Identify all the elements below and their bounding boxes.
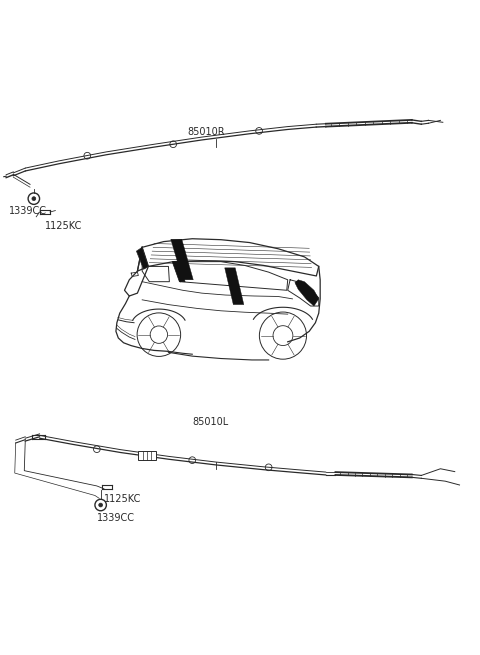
Polygon shape — [225, 268, 244, 305]
Polygon shape — [172, 261, 185, 282]
Circle shape — [99, 503, 103, 507]
Text: 85010R: 85010R — [188, 126, 225, 137]
Text: 1125KC: 1125KC — [104, 494, 142, 504]
Polygon shape — [136, 248, 148, 269]
Polygon shape — [295, 280, 319, 306]
Text: 1339CC: 1339CC — [9, 206, 47, 215]
Text: 1339CC: 1339CC — [97, 513, 135, 523]
Circle shape — [32, 196, 36, 200]
Polygon shape — [171, 239, 193, 280]
FancyBboxPatch shape — [138, 451, 156, 460]
Text: 1125KC: 1125KC — [45, 221, 83, 231]
Text: 85010L: 85010L — [192, 417, 228, 427]
